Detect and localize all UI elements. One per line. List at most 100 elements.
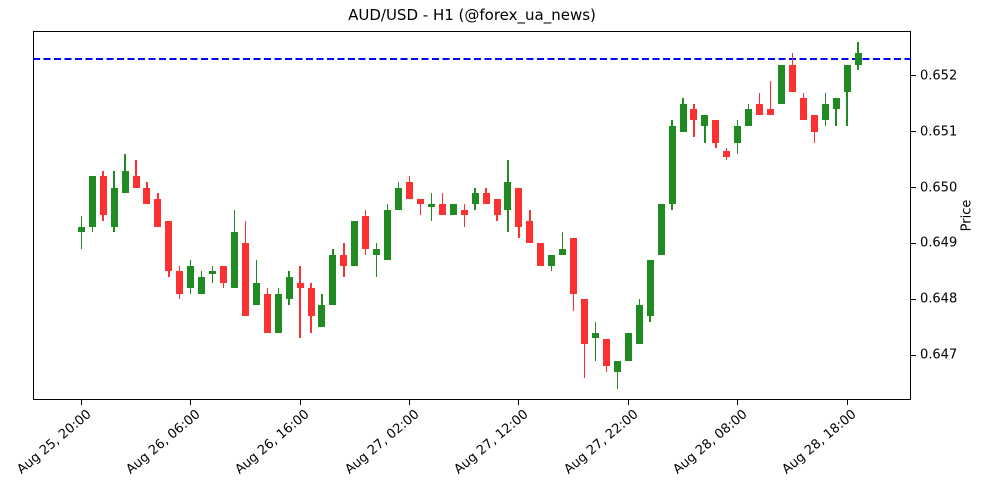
candle-wick: [704, 114, 706, 143]
candle-wick: [375, 243, 378, 277]
candle-up: [318, 304, 326, 328]
candle-down: [581, 299, 589, 345]
candle-up: [591, 332, 599, 339]
candle-down: [767, 109, 775, 115]
candle-down: [307, 288, 315, 317]
x-tick-label: Aug 27, 02:00: [342, 407, 423, 478]
candle-down: [154, 198, 162, 227]
candle-up: [230, 232, 238, 289]
candle-down: [132, 176, 140, 188]
x-tickmark: [190, 400, 192, 405]
candle-down: [570, 237, 578, 294]
candle-up: [121, 170, 129, 194]
candle-down: [416, 198, 424, 205]
candle-down: [460, 209, 468, 216]
y-tick-label: 0.648: [920, 291, 958, 307]
candle-wick: [561, 232, 564, 255]
candle-up: [329, 254, 337, 305]
x-tick-label: Aug 26, 06:00: [123, 407, 204, 478]
chart-title: AUD/USD - H1 (@forex_ua_news): [348, 6, 596, 24]
candle-down: [340, 254, 348, 266]
x-tickmark: [518, 400, 520, 405]
candle-wick: [430, 193, 433, 222]
candle-up: [427, 204, 435, 207]
y-tickmark: [911, 354, 916, 356]
candle-up: [504, 181, 512, 210]
candle-down: [296, 282, 304, 289]
candle-down: [263, 293, 271, 333]
candle-up: [613, 360, 621, 373]
candle-up: [734, 126, 742, 143]
candle-down: [756, 103, 764, 115]
candle-wick: [80, 215, 82, 250]
candle-down: [165, 221, 173, 272]
y-tick-label: 0.651: [920, 124, 958, 140]
candle-up: [777, 64, 785, 104]
candle-down: [493, 198, 501, 216]
x-tickmark: [299, 400, 301, 405]
x-tick-label: Aug 27, 12:00: [451, 407, 532, 478]
y-tick-label: 0.647: [920, 347, 958, 363]
y-tickmark: [911, 186, 916, 189]
candle-up: [646, 260, 654, 317]
candle-up: [668, 126, 676, 205]
x-tickmark: [627, 400, 629, 405]
candle-up: [449, 204, 457, 216]
candle-up: [198, 277, 206, 294]
candle-down: [723, 151, 731, 157]
candle-up: [548, 254, 556, 266]
candle-up: [209, 271, 217, 274]
resistance-dashed-line: [33, 58, 911, 60]
candle-wick: [846, 64, 848, 127]
plot-area: [33, 31, 911, 400]
y-tick-label: 0.649: [920, 235, 958, 251]
candle-up: [285, 277, 293, 300]
candle-up: [679, 103, 687, 132]
x-tickmark: [80, 400, 82, 405]
candle-up: [471, 193, 479, 205]
candle-down: [526, 221, 534, 244]
candle-down: [712, 120, 720, 143]
candle-wick: [463, 204, 465, 227]
candle-down: [537, 243, 545, 266]
candle-up: [832, 98, 840, 110]
candle-up: [843, 64, 851, 93]
candle-up: [745, 109, 753, 127]
candle-up: [701, 114, 709, 127]
x-tickmark: [408, 400, 411, 405]
candle-wick: [299, 265, 301, 339]
candle-up: [351, 221, 359, 266]
candle-down: [799, 98, 807, 121]
x-tick-label: Aug 28, 18:00: [779, 407, 860, 478]
candle-up: [110, 187, 118, 227]
candle-up: [384, 209, 392, 261]
candle-up: [657, 204, 665, 255]
candle-up: [274, 293, 282, 333]
candle-up: [395, 187, 403, 210]
candle-down: [810, 114, 818, 132]
candle-down: [143, 187, 151, 205]
candle-up: [187, 265, 195, 289]
candle-up: [77, 226, 85, 233]
candle-wick: [594, 321, 597, 361]
candle-wick: [135, 159, 137, 188]
y-tick-label: 0.650: [920, 180, 958, 196]
y-axis-label: Price: [959, 199, 975, 232]
candle-wick: [441, 193, 443, 216]
candle-down: [438, 204, 446, 216]
candle-up: [854, 53, 862, 65]
candle-up: [252, 282, 260, 305]
y-tickmark: [911, 298, 916, 300]
y-tick-label: 0.652: [920, 68, 958, 84]
candle-down: [788, 64, 796, 93]
candle-up: [624, 332, 632, 361]
candle-down: [690, 109, 698, 121]
candle-down: [362, 215, 370, 250]
y-tickmark: [911, 75, 916, 77]
candle-down: [220, 265, 228, 283]
candle-down: [602, 338, 610, 367]
x-tickmark: [846, 400, 848, 405]
candle-down: [482, 193, 490, 205]
candle-down: [406, 181, 413, 199]
